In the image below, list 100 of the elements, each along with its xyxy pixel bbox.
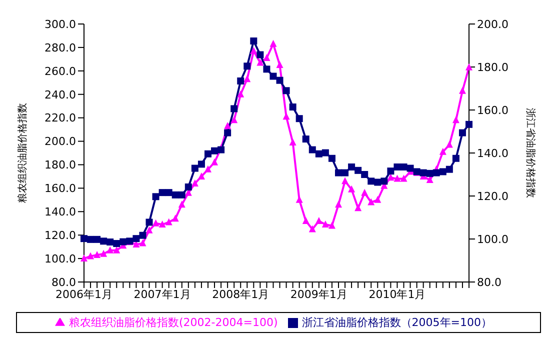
- y-tick-label: 280.0: [44, 41, 76, 54]
- point: [334, 169, 342, 176]
- point: [191, 164, 198, 172]
- point: [244, 62, 251, 70]
- y2-tick-label: 180.0: [477, 60, 508, 74]
- point: [146, 218, 153, 226]
- point: [354, 166, 362, 174]
- point: [342, 169, 349, 176]
- point: [263, 66, 270, 73]
- y-tick-label: 140.0: [44, 206, 76, 219]
- point: [322, 220, 329, 228]
- point: [211, 147, 218, 154]
- point: [152, 219, 160, 226]
- point: [302, 136, 310, 143]
- point: [139, 232, 146, 239]
- point: [368, 178, 375, 185]
- y2-tick-label: 140.0: [477, 146, 508, 160]
- point: [394, 174, 401, 182]
- point: [224, 122, 232, 130]
- point: [270, 72, 277, 80]
- point: [204, 165, 212, 172]
- y-axis-title: 粮农组织油脂价格指数: [16, 103, 29, 203]
- point: [334, 200, 342, 208]
- point: [256, 51, 264, 58]
- point: [466, 63, 472, 70]
- legend-label: 粮农组织油脂价格指数(2002-2004=100): [69, 316, 278, 329]
- point: [458, 86, 466, 94]
- point: [80, 235, 88, 242]
- y2-axis-title: 浙江省油脂价格指数: [524, 108, 536, 198]
- point: [230, 116, 238, 124]
- point: [452, 116, 460, 124]
- point: [237, 77, 244, 84]
- y2-tick-label: 120.0: [477, 190, 508, 203]
- y-tick-label: 220.0: [44, 112, 76, 125]
- point: [244, 75, 251, 82]
- point: [452, 154, 460, 162]
- point: [256, 58, 264, 66]
- point: [152, 193, 160, 200]
- x-tick-label: 2009年1月: [290, 288, 348, 301]
- point: [368, 198, 375, 206]
- x-tick-label: 2007年1月: [134, 288, 191, 301]
- point: [113, 246, 120, 254]
- point: [466, 120, 472, 128]
- point: [276, 76, 284, 84]
- point: [106, 246, 114, 254]
- x-tick-label: 2010年1月: [368, 288, 426, 301]
- point: [158, 220, 166, 228]
- y2-tick-label: 100.0: [477, 232, 508, 246]
- y-tick-label: 160.0: [44, 182, 76, 196]
- point: [302, 217, 310, 224]
- point: [380, 178, 388, 185]
- y-tick-label: 240.0: [44, 88, 76, 102]
- point: [361, 188, 368, 196]
- point: [446, 140, 453, 148]
- point: [328, 154, 336, 162]
- point: [100, 250, 108, 257]
- y-tick-label: 200.0: [44, 135, 76, 148]
- point: [172, 214, 179, 222]
- point: [348, 163, 356, 170]
- point: [94, 251, 101, 258]
- point: [80, 254, 88, 262]
- point: [158, 189, 166, 196]
- point: [406, 164, 414, 172]
- point: [270, 40, 277, 47]
- y2-tick-label: 80.0: [477, 276, 502, 289]
- point: [439, 148, 446, 155]
- point: [146, 226, 153, 234]
- point: [282, 87, 290, 94]
- point: [198, 172, 205, 180]
- point: [237, 90, 244, 98]
- point: [139, 239, 146, 246]
- point: [198, 160, 205, 168]
- y-tick-label: 300.0: [44, 18, 76, 31]
- point: [446, 166, 453, 173]
- point: [178, 191, 186, 198]
- point: [328, 222, 336, 229]
- point: [230, 105, 238, 112]
- point: [458, 129, 466, 136]
- point: [426, 176, 434, 183]
- point: [250, 37, 258, 44]
- point: [191, 179, 198, 186]
- point: [289, 138, 296, 146]
- legend-label: 浙江省油脂价格指数（2005年=100）: [302, 316, 492, 329]
- y2-tick-label: 160.0: [477, 104, 508, 117]
- point: [400, 174, 408, 182]
- point: [374, 196, 382, 203]
- y-tick-label: 120.0: [44, 228, 76, 242]
- point: [263, 54, 270, 62]
- point: [387, 174, 394, 181]
- point: [276, 61, 284, 68]
- point: [387, 168, 394, 175]
- point: [354, 204, 362, 212]
- y-tick-label: 80.0: [52, 276, 76, 289]
- point: [315, 150, 322, 158]
- y2-tick-label: 200.0: [477, 18, 508, 31]
- y-tick-label: 260.0: [44, 64, 76, 78]
- point: [289, 103, 296, 110]
- x-tick-label: 2008年1月: [212, 288, 270, 301]
- point: [132, 235, 140, 242]
- point: [211, 158, 218, 166]
